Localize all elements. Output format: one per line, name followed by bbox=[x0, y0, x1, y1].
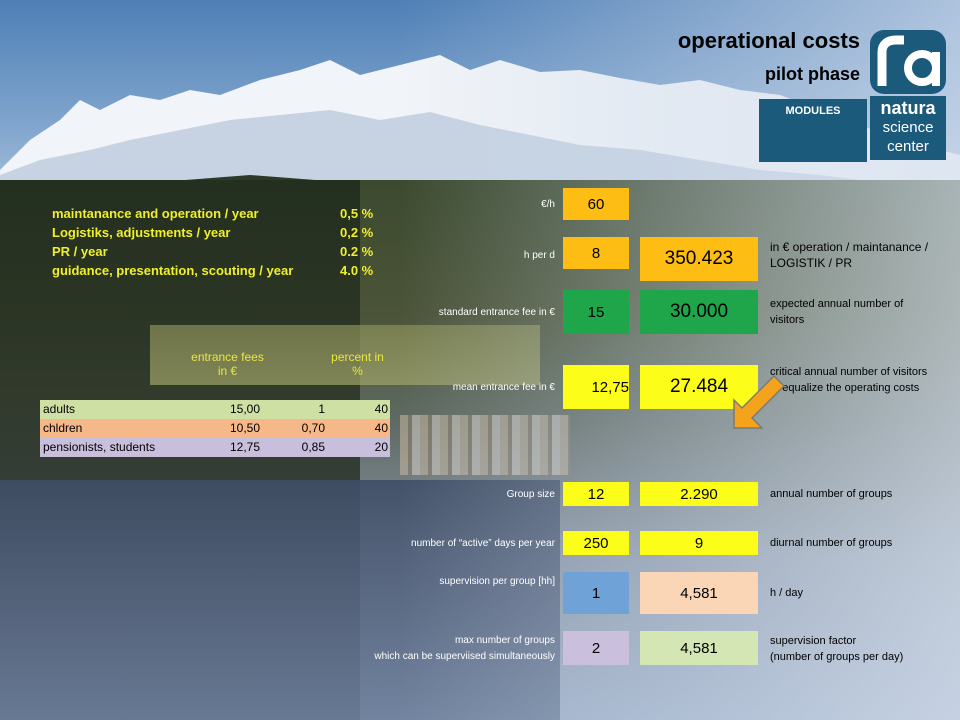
supervision-factor-desc-1: supervision factor bbox=[770, 635, 857, 647]
logo-mark-icon bbox=[870, 30, 946, 94]
legend-label: PR / year bbox=[52, 244, 108, 259]
supervision-factor-result: 4,581 bbox=[640, 631, 758, 665]
hours-value: 8 bbox=[563, 237, 629, 269]
mean-fee-label: mean entrance fee in € bbox=[452, 382, 555, 393]
standard-fee-label: standard entrance fee in € bbox=[438, 307, 555, 318]
operating-cost-desc: in € operation / maintanance / LOGISTIK … bbox=[770, 240, 929, 270]
logo-wordmark: natura science center bbox=[870, 96, 946, 160]
logo-line-center: center bbox=[887, 138, 929, 155]
legend-label: Logistiks, adjustments / year bbox=[52, 225, 231, 240]
supervision-value: 1 bbox=[563, 572, 629, 614]
page-title: operational costs bbox=[677, 28, 860, 53]
legend-row: Logistiks, adjustments / year 0,2 % bbox=[52, 225, 392, 244]
active-days-label: number of “active” days per year bbox=[411, 538, 555, 549]
percent-value: 40 bbox=[374, 402, 388, 416]
visitor-type: chldren bbox=[43, 421, 83, 435]
pointer-arrow-icon bbox=[733, 374, 786, 429]
expected-visitors-desc: expected annual number of visitors bbox=[770, 298, 904, 326]
table-row: adults 15,00 1 40 bbox=[40, 400, 390, 419]
legend-value: 0,2 % bbox=[340, 225, 374, 240]
fee-value: 12,75 bbox=[229, 440, 260, 454]
rate-value: 60 bbox=[563, 188, 629, 220]
max-groups-value: 2 bbox=[563, 631, 629, 665]
group-size-value: 12 bbox=[563, 482, 629, 506]
standard-fee-value: 15 bbox=[563, 290, 629, 334]
logo-line-natura: natura bbox=[880, 98, 936, 118]
fee-value: 10,50 bbox=[229, 421, 260, 435]
fee-table: adults 15,00 1 40 chldren 10,50 0,70 40 … bbox=[40, 400, 390, 457]
hours-per-day-desc: h / day bbox=[770, 587, 804, 599]
table-row: pensionists, students 12,75 0,85 20 bbox=[40, 438, 390, 457]
rate-label: €/h bbox=[541, 199, 555, 210]
percent-value: 40 bbox=[374, 421, 388, 435]
fee-header: entrance fees in € bbox=[191, 350, 264, 378]
hours-per-day-result: 4,581 bbox=[640, 572, 758, 614]
operating-cost-result: 350.423 bbox=[640, 237, 758, 281]
visitor-type: pensionists, students bbox=[43, 440, 156, 454]
percent-header: percent in % bbox=[331, 350, 384, 378]
critical-visitors-desc: critical annual number of visitors to eq… bbox=[770, 366, 928, 394]
supervision-factor-desc-2: (number of groups per day) bbox=[770, 651, 904, 663]
table-row: chldren 10,50 0,70 40 bbox=[40, 419, 390, 438]
legend-row: guidance, presentation, scouting / year … bbox=[52, 263, 392, 282]
hours-label: h per d bbox=[523, 250, 555, 261]
annual-groups-desc: annual number of groups bbox=[770, 488, 893, 500]
expected-visitors-result: 30.000 bbox=[640, 290, 758, 334]
legend-label: guidance, presentation, scouting / year bbox=[52, 263, 294, 278]
modules-button[interactable]: MODULES bbox=[759, 99, 867, 162]
critical-visitors-result: 27.484 bbox=[640, 365, 758, 409]
group-size-label: Group size bbox=[506, 489, 555, 500]
factor-value: 0,85 bbox=[301, 440, 325, 454]
factor-value: 0,70 bbox=[301, 421, 325, 435]
max-groups-label-1: max number of groups bbox=[454, 635, 555, 646]
legend-label: maintanance and operation / year bbox=[52, 206, 259, 221]
percent-value: 20 bbox=[374, 440, 388, 454]
cost-legend: maintanance and operation / year 0,5 % L… bbox=[52, 206, 392, 282]
visitor-type: adults bbox=[43, 402, 76, 416]
legend-value: 0,5 % bbox=[340, 206, 374, 221]
legend-row: maintanance and operation / year 0,5 % bbox=[52, 206, 392, 225]
diurnal-groups-desc: diurnal number of groups bbox=[770, 537, 893, 549]
logo-line-science: science bbox=[882, 119, 934, 136]
diurnal-groups-result: 9 bbox=[640, 531, 758, 555]
legend-row: PR / year 0.2 % bbox=[52, 244, 392, 263]
supervision-label: supervision per group [hh] bbox=[439, 576, 555, 587]
factor-value: 1 bbox=[318, 402, 325, 416]
legend-value: 0.2 % bbox=[340, 244, 374, 259]
page-subtitle: pilot phase bbox=[764, 64, 860, 84]
legend-value: 4.0 % bbox=[340, 263, 374, 278]
max-groups-label-2: which can be superviised simultaneously bbox=[374, 651, 555, 662]
mean-fee-value: 12,75 bbox=[563, 365, 629, 409]
annual-groups-result: 2.290 bbox=[640, 482, 758, 506]
active-days-value: 250 bbox=[563, 531, 629, 555]
fee-value: 15,00 bbox=[229, 402, 260, 416]
